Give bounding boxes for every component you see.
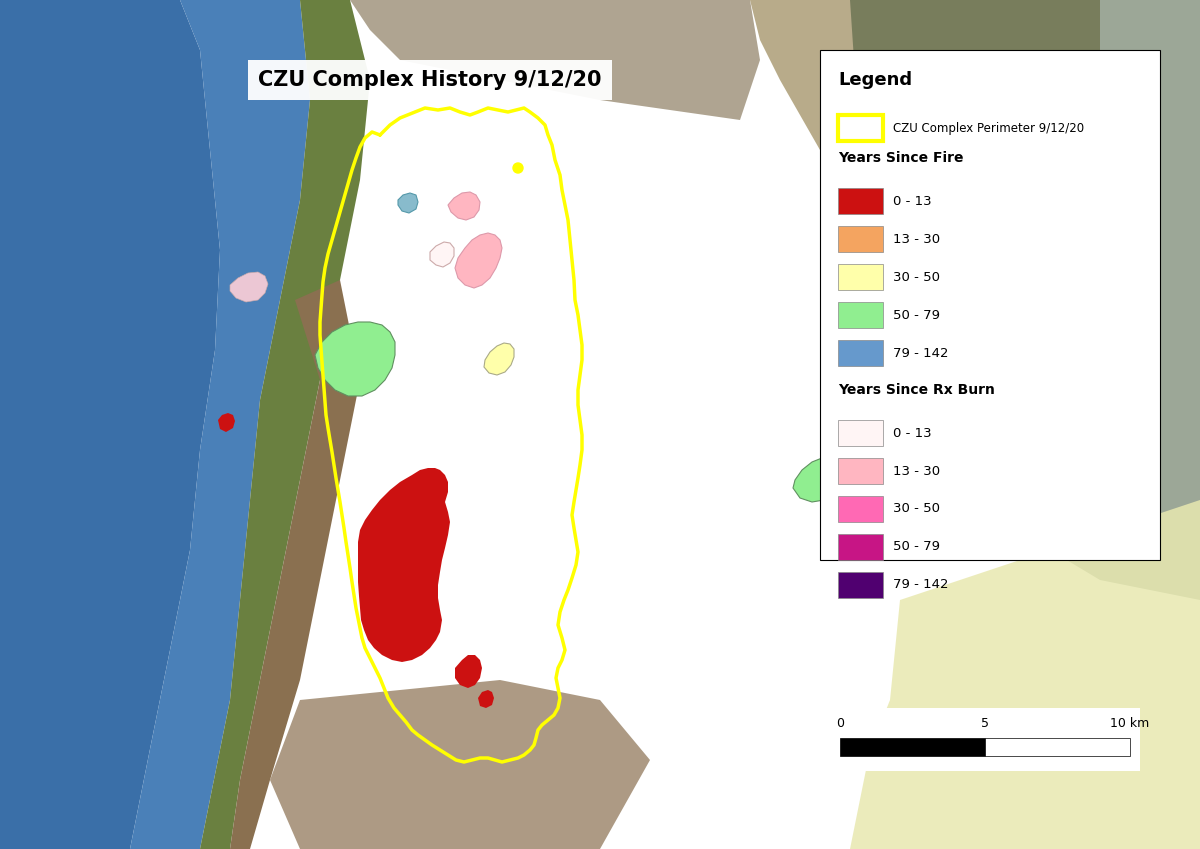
Polygon shape <box>0 0 220 849</box>
Text: Legend: Legend <box>838 71 912 89</box>
Text: 30 - 50: 30 - 50 <box>893 271 940 284</box>
Text: 0: 0 <box>836 717 844 730</box>
Polygon shape <box>430 242 454 267</box>
Polygon shape <box>830 60 860 89</box>
Polygon shape <box>820 50 1160 560</box>
Text: 30 - 50: 30 - 50 <box>893 503 940 515</box>
Polygon shape <box>130 0 310 849</box>
Polygon shape <box>750 0 1100 250</box>
Text: Years Since Rx Burn: Years Since Rx Burn <box>838 383 995 397</box>
Text: 79 - 142: 79 - 142 <box>893 578 948 592</box>
Text: 13 - 30: 13 - 30 <box>893 464 940 477</box>
Polygon shape <box>358 468 450 662</box>
Text: 13 - 30: 13 - 30 <box>893 233 940 245</box>
Polygon shape <box>398 193 418 213</box>
Polygon shape <box>838 420 883 446</box>
Polygon shape <box>985 738 1130 756</box>
Text: CZU Complex Perimeter 9/12/20: CZU Complex Perimeter 9/12/20 <box>893 121 1084 134</box>
Text: 10 km: 10 km <box>1110 717 1150 730</box>
Polygon shape <box>838 496 883 522</box>
Text: 50 - 79: 50 - 79 <box>893 541 940 554</box>
Polygon shape <box>850 500 1200 849</box>
Polygon shape <box>838 226 883 252</box>
Polygon shape <box>838 188 883 214</box>
Polygon shape <box>230 272 268 302</box>
Polygon shape <box>833 308 875 355</box>
Text: 0 - 13: 0 - 13 <box>893 426 931 440</box>
Polygon shape <box>314 322 395 396</box>
Polygon shape <box>270 680 650 849</box>
Polygon shape <box>200 0 370 849</box>
Text: 79 - 142: 79 - 142 <box>893 346 948 359</box>
Text: CZU Complex History 9/12/20: CZU Complex History 9/12/20 <box>258 70 601 90</box>
Polygon shape <box>484 343 514 375</box>
Circle shape <box>514 163 523 173</box>
Text: 5: 5 <box>982 717 989 730</box>
Polygon shape <box>840 738 985 756</box>
Text: 50 - 79: 50 - 79 <box>893 308 940 322</box>
Text: 0 - 13: 0 - 13 <box>893 194 931 207</box>
Polygon shape <box>838 572 883 598</box>
Polygon shape <box>448 192 480 220</box>
Polygon shape <box>218 413 235 432</box>
Polygon shape <box>300 0 760 120</box>
Polygon shape <box>793 458 838 502</box>
Polygon shape <box>838 340 883 366</box>
Polygon shape <box>478 690 494 708</box>
Polygon shape <box>455 233 502 288</box>
Polygon shape <box>838 264 883 290</box>
Polygon shape <box>230 280 360 849</box>
Polygon shape <box>830 708 1140 771</box>
Polygon shape <box>838 458 883 484</box>
Polygon shape <box>850 0 1200 600</box>
Polygon shape <box>455 655 482 688</box>
Polygon shape <box>838 302 883 328</box>
Text: Years Since Fire: Years Since Fire <box>838 151 964 165</box>
Polygon shape <box>838 534 883 560</box>
